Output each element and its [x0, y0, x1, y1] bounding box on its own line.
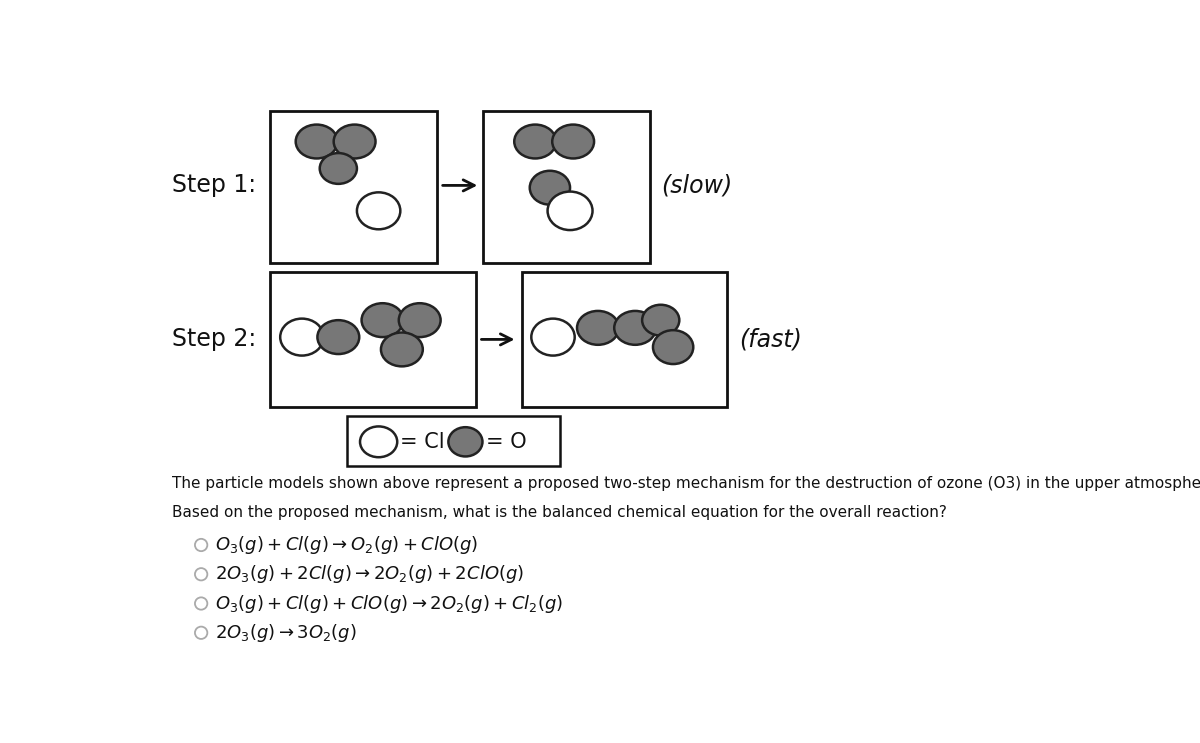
Text: The particle models shown above represent a proposed two-step mechanism for the : The particle models shown above represen…: [172, 476, 1200, 491]
Ellipse shape: [194, 626, 208, 639]
Ellipse shape: [449, 427, 482, 456]
Ellipse shape: [577, 311, 619, 345]
Ellipse shape: [653, 330, 694, 364]
Text: $O_3(g) + Cl(g) + ClO(g) \rightarrow 2O_2(g) + Cl_2(g)$: $O_3(g) + Cl(g) + ClO(g) \rightarrow 2O_…: [215, 592, 564, 614]
Ellipse shape: [532, 319, 575, 356]
Ellipse shape: [194, 539, 208, 551]
Ellipse shape: [356, 192, 401, 230]
Text: $2O_3(g) + 2Cl(g) \rightarrow 2O_2(g) + 2ClO(g)$: $2O_3(g) + 2Cl(g) \rightarrow 2O_2(g) + …: [215, 563, 524, 585]
Bar: [522, 273, 727, 407]
Ellipse shape: [614, 311, 656, 345]
Text: $O_3(g) + Cl(g) \rightarrow O_2(g) + ClO(g)$: $O_3(g) + Cl(g) \rightarrow O_2(g) + ClO…: [215, 534, 479, 556]
Ellipse shape: [529, 171, 570, 204]
Ellipse shape: [281, 319, 324, 356]
Bar: [270, 111, 437, 263]
Text: Step 1:: Step 1:: [172, 173, 256, 198]
Ellipse shape: [194, 568, 208, 580]
Ellipse shape: [380, 332, 422, 366]
Text: (slow): (slow): [661, 173, 733, 198]
Ellipse shape: [295, 125, 337, 158]
Text: $2O_3(g) \rightarrow 3O_2(g)$: $2O_3(g) \rightarrow 3O_2(g)$: [215, 622, 356, 643]
Text: = O: = O: [486, 432, 527, 452]
Text: Step 2:: Step 2:: [172, 328, 256, 351]
Bar: [270, 273, 475, 407]
Ellipse shape: [334, 125, 376, 158]
Ellipse shape: [361, 303, 403, 337]
Ellipse shape: [194, 597, 208, 610]
Bar: [347, 416, 560, 467]
Ellipse shape: [547, 192, 593, 230]
Ellipse shape: [552, 125, 594, 158]
Ellipse shape: [398, 303, 440, 337]
Text: (fast): (fast): [739, 328, 802, 351]
Ellipse shape: [642, 305, 679, 336]
Ellipse shape: [319, 153, 356, 184]
Ellipse shape: [515, 125, 556, 158]
Bar: [484, 111, 650, 263]
Ellipse shape: [360, 426, 397, 457]
Text: Based on the proposed mechanism, what is the balanced chemical equation for the : Based on the proposed mechanism, what is…: [172, 505, 947, 520]
Text: = Cl: = Cl: [401, 432, 445, 452]
Ellipse shape: [318, 320, 359, 354]
